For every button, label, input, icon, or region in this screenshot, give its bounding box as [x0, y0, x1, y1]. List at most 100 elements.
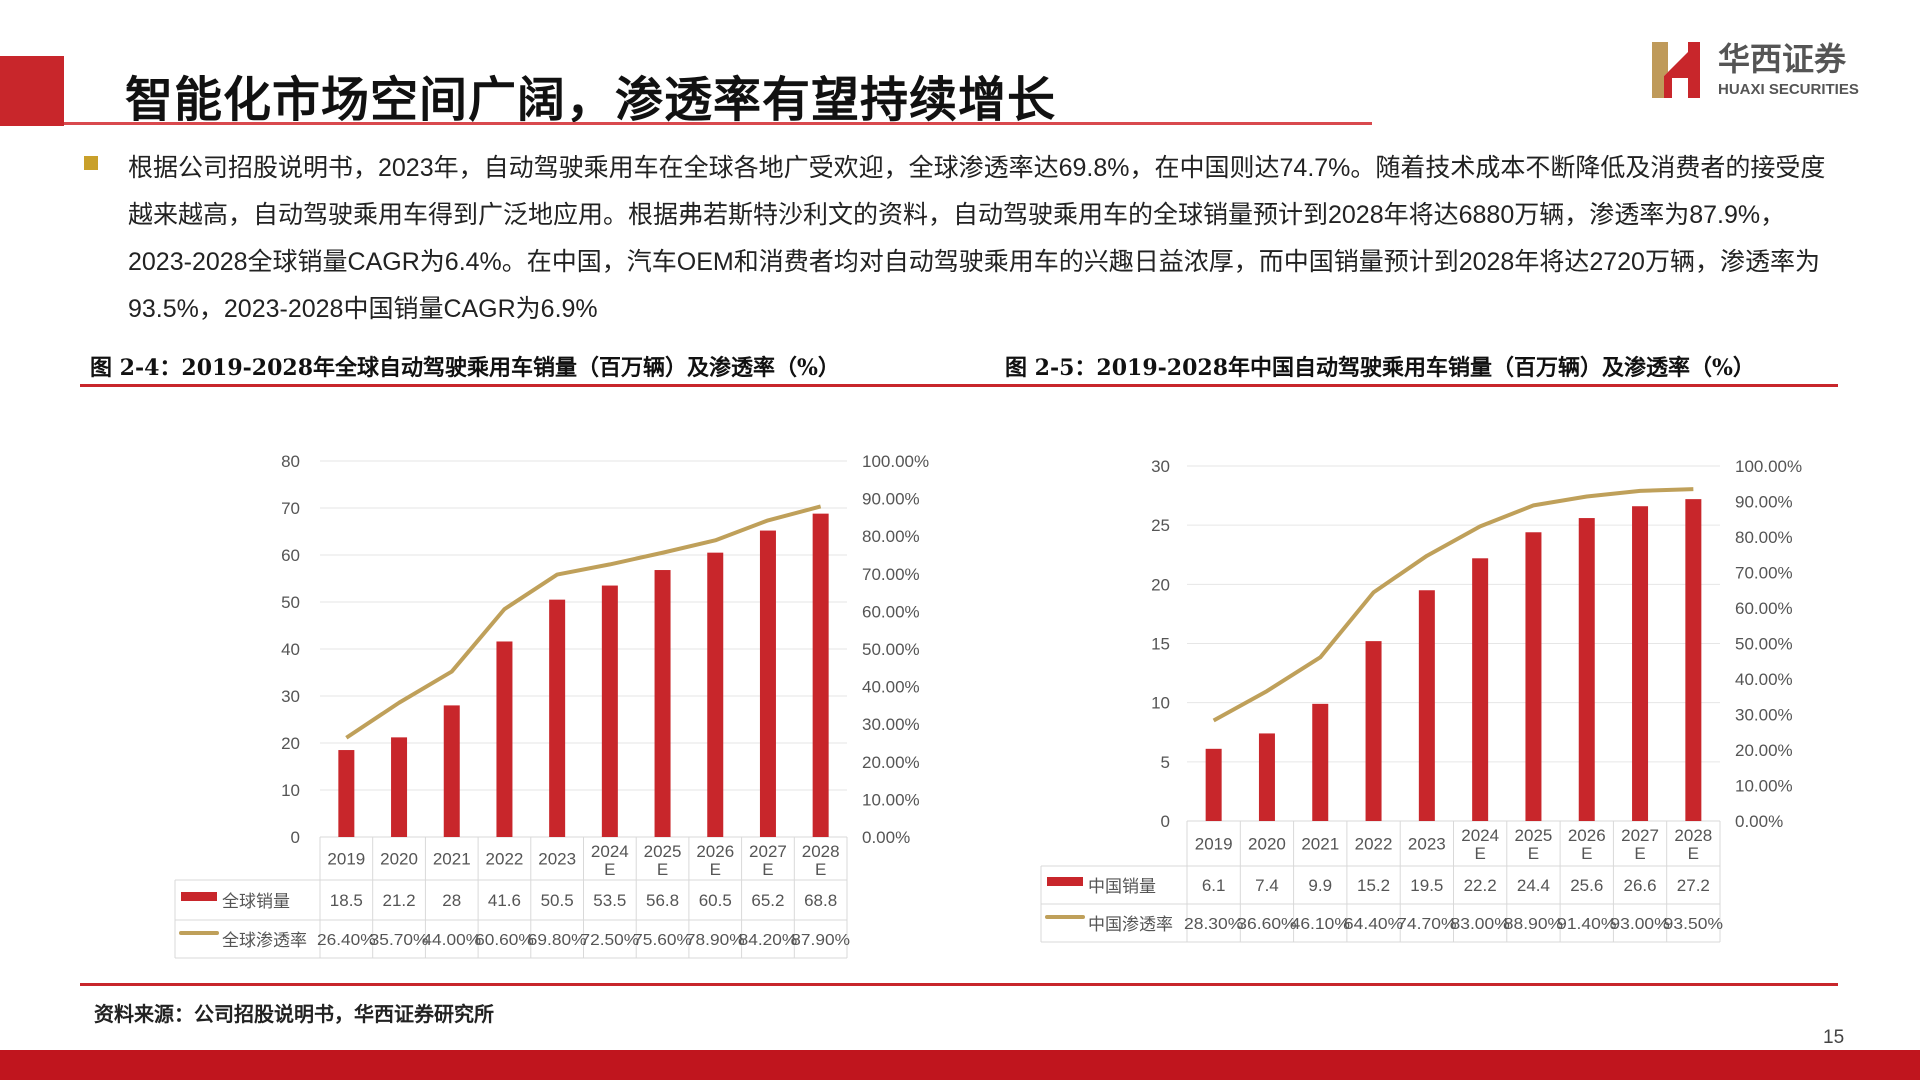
line-value-label: 36.60% [1237, 916, 1296, 933]
bar [1365, 641, 1382, 821]
bar-value-label: 27.2 [1677, 876, 1710, 895]
category-label-suffix: E [1688, 844, 1699, 863]
line-value-label: 35.70% [370, 932, 429, 949]
y2-tick-label: 30.00% [1735, 706, 1793, 725]
legend-label: 中国渗透率 [1088, 915, 1173, 934]
bar-value-label: 19.5 [1410, 876, 1443, 895]
category-label: 2028 [802, 842, 840, 861]
y2-tick-label: 100.00% [862, 452, 929, 471]
category-label-suffix: E [1474, 844, 1485, 863]
bar [549, 599, 566, 837]
category-label: 2022 [1355, 835, 1393, 854]
bar-value-label: 28 [442, 891, 461, 910]
line-value-label: 78.90% [686, 932, 745, 949]
line-value-label: 28.30% [1184, 916, 1243, 933]
category-label-suffix: E [1634, 844, 1645, 863]
bar [759, 530, 776, 837]
line-value-label: 69.80% [528, 932, 587, 949]
category-label: 2024 [591, 842, 629, 861]
y-tick-label: 30 [281, 687, 300, 706]
bar [1258, 733, 1275, 821]
category-label-suffix: E [604, 860, 615, 879]
line-value-label: 26.40% [317, 932, 376, 949]
bar [338, 750, 355, 837]
y2-tick-label: 10.00% [1735, 777, 1793, 796]
category-label-suffix: E [657, 860, 668, 879]
y-tick-label: 10 [281, 781, 300, 800]
category-label: 2019 [1195, 835, 1233, 854]
huaxi-logo: 华西证券 HUAXI SECURITIES [1650, 38, 1890, 104]
bar-value-label: 25.6 [1570, 876, 1603, 895]
global-sales-chart: 0 10 20 30 40 50 60 70 80 0.00% 10.00% 20.00% 30.00%… [174, 452, 929, 959]
figure-caption-left: 图 2-4：2019-2028年全球自动驾驶乘用车销量（百万辆）及渗透率（%） [90, 355, 840, 381]
line-value-label: 60.60% [475, 932, 534, 949]
y2-tick-label: 0.00% [862, 828, 910, 847]
bar [1632, 506, 1649, 821]
bar [391, 737, 408, 837]
y-tick-label: 10 [1151, 694, 1170, 713]
category-label: 2027 [749, 842, 787, 861]
bar-value-label: 65.2 [751, 891, 784, 910]
page-number: 15 [1823, 1027, 1845, 1048]
bar-value-label: 50.5 [541, 891, 574, 910]
category-label-suffix: E [762, 860, 773, 879]
bar [1312, 703, 1329, 821]
y-tick-label: 20 [281, 734, 300, 753]
body-paragraph: 根据公司招股说明书，2023年，自动驾驶乘用车在全球各地广受欢迎，全球渗透率达6… [128, 154, 1826, 323]
y2-tick-label: 30.00% [862, 715, 920, 734]
logo-en-text: HUAXI SECURITIES [1718, 81, 1859, 98]
category-label: 2023 [538, 850, 576, 869]
legend-bar-swatch [181, 892, 217, 901]
bar-value-label: 60.5 [699, 891, 732, 910]
line-value-label: 93.00% [1610, 916, 1669, 933]
category-label: 2020 [380, 850, 418, 869]
bar-value-label: 6.1 [1202, 876, 1226, 895]
bar-value-label: 53.5 [593, 891, 626, 910]
y2-tick-label: 20.00% [1735, 741, 1793, 760]
bar [601, 585, 618, 837]
bar-value-label: 24.4 [1517, 876, 1550, 895]
y-tick-label: 50 [281, 593, 300, 612]
line-value-label: 44.00% [422, 932, 481, 949]
y-tick-label: 0 [1161, 812, 1170, 831]
caption-divider [80, 384, 1838, 387]
category-label: 2025 [1515, 826, 1553, 845]
y2-tick-label: 10.00% [862, 790, 920, 809]
line-value-label: 46.10% [1291, 916, 1350, 933]
line-value-label: 88.90% [1504, 916, 1563, 933]
line-value-label: 74.70% [1397, 916, 1456, 933]
y2-tick-label: 50.00% [1735, 635, 1793, 654]
bar [812, 513, 829, 837]
y2-tick-label: 70.00% [862, 565, 920, 584]
legend-label: 全球销量 [222, 892, 290, 911]
y2-tick-label: 60.00% [862, 602, 920, 621]
bar [1578, 518, 1595, 821]
line-value-label: 72.50% [581, 932, 640, 949]
line-value-label: 84.20% [739, 932, 798, 949]
bar [1205, 748, 1222, 821]
y2-tick-label: 80.00% [862, 527, 920, 546]
bar-value-label: 18.5 [330, 891, 363, 910]
y-tick-label: 30 [1151, 457, 1170, 476]
source-divider [80, 983, 1838, 986]
source-note: 资料来源：公司招股说明书，华西证券研究所 [94, 1002, 494, 1026]
y2-tick-label: 60.00% [1735, 599, 1793, 618]
bar [496, 641, 513, 837]
y2-tick-label: 90.00% [862, 490, 920, 509]
category-label: 2022 [486, 850, 524, 869]
category-label: 2019 [327, 850, 365, 869]
y2-tick-label: 90.00% [1735, 493, 1793, 512]
category-label: 2027 [1621, 826, 1659, 845]
y2-tick-label: 100.00% [1735, 457, 1802, 476]
penetration-line [345, 504, 822, 740]
bar [1685, 499, 1702, 821]
line-value-label: 83.00% [1451, 916, 1510, 933]
title-divider [64, 122, 1372, 125]
legend-label: 全球渗透率 [222, 931, 307, 950]
category-label: 2028 [1674, 826, 1712, 845]
footer-bar [0, 1050, 1920, 1080]
category-label: 2024 [1461, 826, 1499, 845]
category-label-suffix: E [815, 860, 826, 879]
y-tick-label: 5 [1161, 753, 1170, 772]
y2-tick-label: 50.00% [862, 640, 920, 659]
